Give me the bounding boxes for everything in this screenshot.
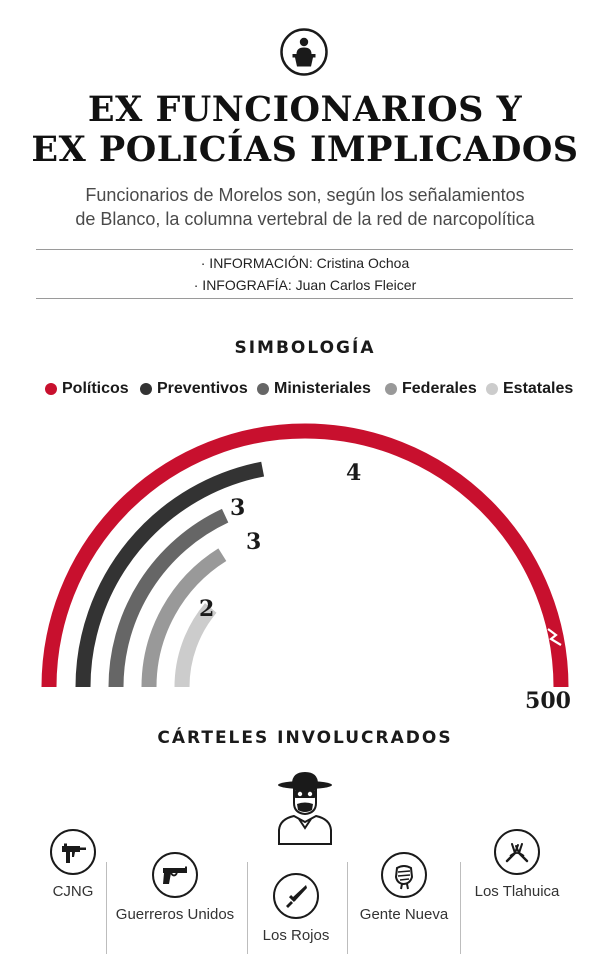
arc-ministeriales bbox=[108, 508, 229, 688]
cartel-name-cjng: CJNG bbox=[52, 883, 94, 900]
podium-speaker-icon bbox=[280, 28, 328, 76]
arc-preventivos bbox=[75, 461, 265, 688]
knife-icon bbox=[273, 873, 319, 919]
legend-label-politicos: Políticos bbox=[62, 380, 129, 397]
legend-label-preventivos: Preventivos bbox=[157, 380, 248, 397]
cartel-divider bbox=[106, 862, 107, 954]
cartel-name-guerreros-unidos: Guerreros Unidos bbox=[115, 906, 235, 923]
legend-label-federales: Federales bbox=[402, 380, 477, 397]
legend-dot-federales bbox=[385, 383, 397, 395]
masked-bandit-icon bbox=[278, 772, 332, 845]
legend-label-ministeriales: Ministeriales bbox=[274, 380, 371, 397]
legend: Políticos Preventivos Ministeriales Fede… bbox=[0, 378, 610, 400]
top-divider bbox=[36, 249, 573, 250]
legend-dot-estatales bbox=[486, 383, 498, 395]
legend-dot-politicos bbox=[45, 383, 57, 395]
cartel-cjng: CJNG bbox=[0, 829, 148, 900]
cartel-name-los-tlahuica: Los Tlahuica bbox=[474, 883, 560, 900]
arc-federales bbox=[141, 548, 227, 688]
legend-item-federales: Federales bbox=[385, 378, 477, 400]
bottom-divider bbox=[36, 298, 573, 299]
cartels-title: CÁRTELES INVOLUCRADOS bbox=[157, 728, 453, 748]
value-label-preventivos: 4 bbox=[346, 460, 361, 486]
legend-item-ministeriales: Ministeriales bbox=[257, 378, 371, 400]
axis-break-mark bbox=[547, 628, 562, 646]
title-line-1: EX FUNCIONARIOS Y bbox=[87, 89, 523, 130]
cartel-los-tlahuica: Los Tlahuica bbox=[442, 829, 592, 900]
cartel-los-rojos: Los Rojos bbox=[221, 873, 371, 944]
legend-item-estatales: Estatales bbox=[486, 378, 573, 400]
subtitle-line-1: Funcionarios de Morelos son, según los s… bbox=[85, 185, 525, 205]
subtitle-line-2: de Blanco, la columna vertebral de la re… bbox=[75, 209, 535, 229]
credit-information: · INFORMACIÓN: Cristina Ochoa bbox=[200, 255, 410, 271]
cartel-name-los-rojos: Los Rojos bbox=[262, 927, 330, 944]
subtitle: Funcionarios de Morelos son, según los s… bbox=[30, 183, 580, 231]
credit-infographic: · INFOGRAFÍA: Juan Carlos Fleicer bbox=[193, 277, 417, 293]
legend-item-preventivos: Preventivos bbox=[140, 378, 248, 400]
page-title: EX FUNCIONARIOS Y EX POLICÍAS IMPLICADOS bbox=[0, 90, 610, 170]
legend-dot-ministeriales bbox=[257, 383, 269, 395]
legend-label-estatales: Estatales bbox=[503, 380, 574, 397]
fist-icon bbox=[381, 852, 427, 898]
hand-sign-icon bbox=[494, 829, 540, 875]
submachine-gun-icon bbox=[50, 829, 96, 875]
arc-polticos bbox=[41, 423, 569, 688]
value-label-federales: 3 bbox=[246, 529, 261, 555]
credits: · INFORMACIÓN: Cristina Ochoa · INFOGRAF… bbox=[0, 252, 610, 296]
cartel-name-gente-nueva: Gente Nueva bbox=[359, 906, 449, 923]
legend-item-politicos: Políticos bbox=[45, 378, 129, 400]
cartel-divider bbox=[460, 862, 461, 954]
pistol-icon bbox=[152, 852, 198, 898]
value-label-ministeriales: 3 bbox=[230, 495, 245, 521]
cartel-divider bbox=[247, 862, 248, 954]
radial-bar-chart: 4 33 2 500 bbox=[41, 423, 571, 714]
legend-dot-preventivos bbox=[140, 383, 152, 395]
cartel-gente-nueva: Gente Nueva bbox=[329, 852, 479, 923]
cartel-divider bbox=[347, 862, 348, 954]
value-label-estatales: 2 bbox=[199, 596, 214, 622]
value-label-politicos: 500 bbox=[525, 688, 571, 714]
legend-title: SIMBOLOGÍA bbox=[234, 338, 376, 358]
arc-estatales bbox=[174, 603, 217, 688]
title-line-2: EX POLICÍAS IMPLICADOS bbox=[31, 129, 579, 170]
cartel-guerreros-unidos: Guerreros Unidos bbox=[100, 852, 250, 923]
